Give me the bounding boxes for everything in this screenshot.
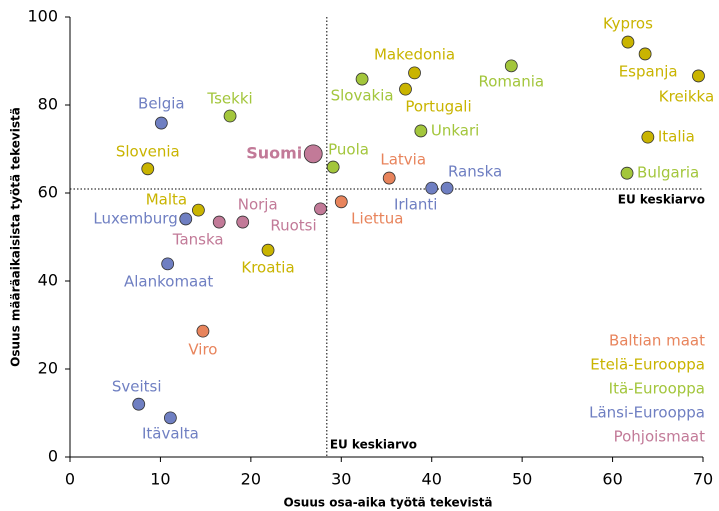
legend-entry: Etelä-Eurooppa [590,356,705,374]
point [141,162,155,176]
point [620,166,634,180]
point [179,212,193,226]
point-label: Kreikka [659,87,714,105]
y-tick-label: 40 [38,271,58,290]
point-label: Liettua [351,209,403,227]
point [638,47,652,61]
point-label: Puola [328,141,369,159]
point-label: Itävalta [142,424,199,442]
point [692,69,705,83]
point [408,66,421,80]
x-tick-label: 70 [693,470,713,489]
point [326,160,340,174]
point [192,203,205,217]
point [196,324,210,338]
point [261,243,275,257]
point-label: Malta [146,191,187,209]
point-label: Tsekki [206,90,252,108]
point-label: Kypros [603,15,653,33]
point [154,116,168,130]
reference-label: EU keskiarvo [618,193,705,207]
point-label: Norja [238,196,278,214]
point-label: Bulgaria [637,164,699,182]
point [440,181,454,195]
y-axis-label: Osuus määräaikaisista työtä tekevistä [9,107,23,367]
point [212,215,226,229]
point [382,171,396,185]
point [334,195,348,209]
point-label: Viro [188,341,217,359]
point [621,35,635,49]
point-label: Tanska [172,231,224,249]
point-label: Italia [658,128,695,146]
y-tick-label: 20 [38,359,58,378]
point [314,202,327,216]
x-tick-label: 40 [422,470,442,489]
point-label: Makedonia [374,45,455,63]
point-label: Kroatia [241,259,294,277]
point-label: Sveitsi [112,378,162,396]
point-label: Portugali [405,98,471,116]
point [641,130,655,144]
legend-entry: Länsi-Eurooppa [589,404,705,422]
point [425,181,439,195]
point [132,397,146,411]
y-tick-label: 0 [48,447,58,466]
point [163,411,177,425]
point-label: Romania [478,72,544,90]
point-label: Luxemburg [93,209,177,227]
y-tick-label: 80 [38,95,58,114]
point [399,82,412,96]
point-label: Irlanti [394,196,438,214]
x-tick-label: 60 [602,470,622,489]
x-tick-label: 30 [331,470,351,489]
y-tick-label: 100 [27,7,58,26]
point-label: Ruotsi [270,216,316,234]
point-label: Alankomaat [124,272,213,290]
x-tick-label: 0 [65,470,75,489]
point-label: Slovenia [116,142,180,160]
point [161,257,175,271]
point-label: Belgia [138,95,185,113]
point [355,72,369,86]
legend-entry: Pohjoismaat [614,428,706,446]
legend-entry: Baltian maat [609,332,705,350]
point [504,59,518,73]
x-axis-label: Osuus osa-aika työtä tekevistä [283,496,492,510]
point-label: Unkari [431,121,479,139]
point [303,144,323,164]
y-tick-label: 60 [38,183,58,202]
legend-entry: Itä-Eurooppa [609,380,705,398]
point [414,124,428,138]
point [236,215,250,229]
point-label: Latvia [380,151,426,169]
x-tick-label: 20 [241,470,261,489]
point-label: Slovakia [331,87,394,105]
point-label: Espanja [619,62,678,80]
x-tick-label: 10 [150,470,170,489]
point-label: Suomi [246,143,302,162]
point [223,109,237,123]
x-tick-label: 50 [512,470,532,489]
point-label: Ranska [448,163,502,181]
reference-label: EU keskiarvo [330,438,417,452]
